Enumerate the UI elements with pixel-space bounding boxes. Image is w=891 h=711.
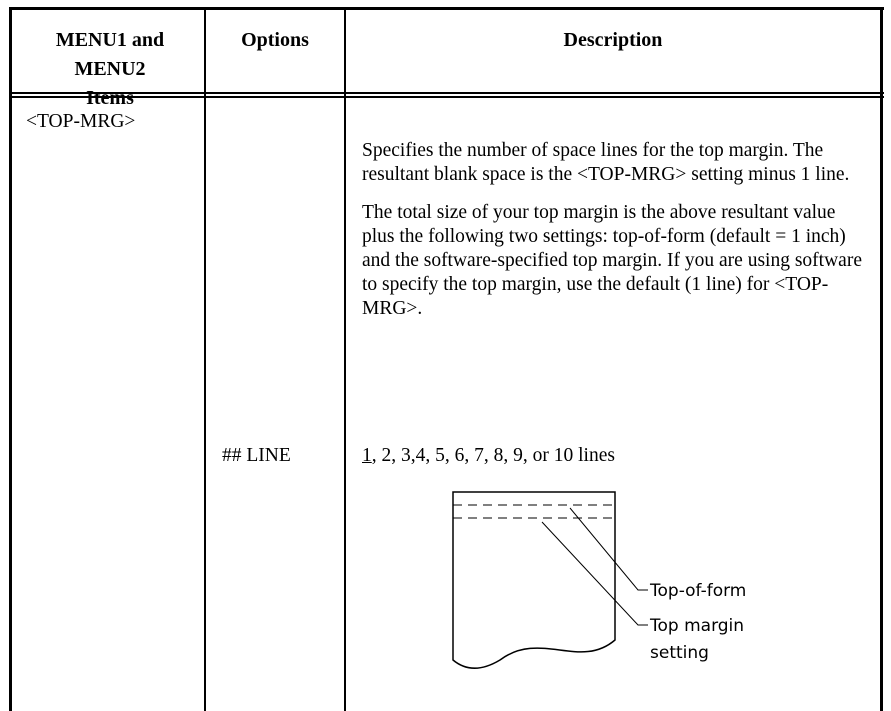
header-rule (9, 96, 884, 98)
default-value: 1 (362, 445, 372, 466)
paragraph: The total size of your top margin is the… (362, 202, 862, 319)
header-rule (9, 92, 884, 94)
other-values: , 2, 3,4, 5, 6, 7, 8, 9, or 10 lines (371, 445, 615, 466)
paragraph: Specifies the number of space lines for … (362, 140, 850, 185)
description: Specifies the number of space lines for … (362, 139, 862, 335)
option: ## LINE (222, 445, 291, 466)
column-divider (204, 7, 206, 711)
border-top (9, 7, 884, 10)
item-name: <TOP-MRG> (26, 111, 136, 132)
leader-line (541, 521, 648, 626)
border-left (9, 7, 12, 711)
leader-line (569, 507, 648, 591)
figure-label: setting (650, 643, 709, 663)
option-values: 1, 2, 3,4, 5, 6, 7, 8, 9, or 10 lines (362, 444, 615, 468)
paper (452, 491, 616, 669)
column-header: Options (241, 29, 309, 51)
column-header: MENU1 and MENU2 Items (55, 29, 165, 109)
margin-diagram: Top-of-form Top margin setting (452, 491, 746, 669)
figure-label: Top margin (649, 616, 744, 636)
column-header: Description (563, 29, 663, 51)
column-divider (344, 7, 346, 711)
figure-label: Top-of-form (649, 581, 746, 601)
border-right (880, 7, 883, 711)
